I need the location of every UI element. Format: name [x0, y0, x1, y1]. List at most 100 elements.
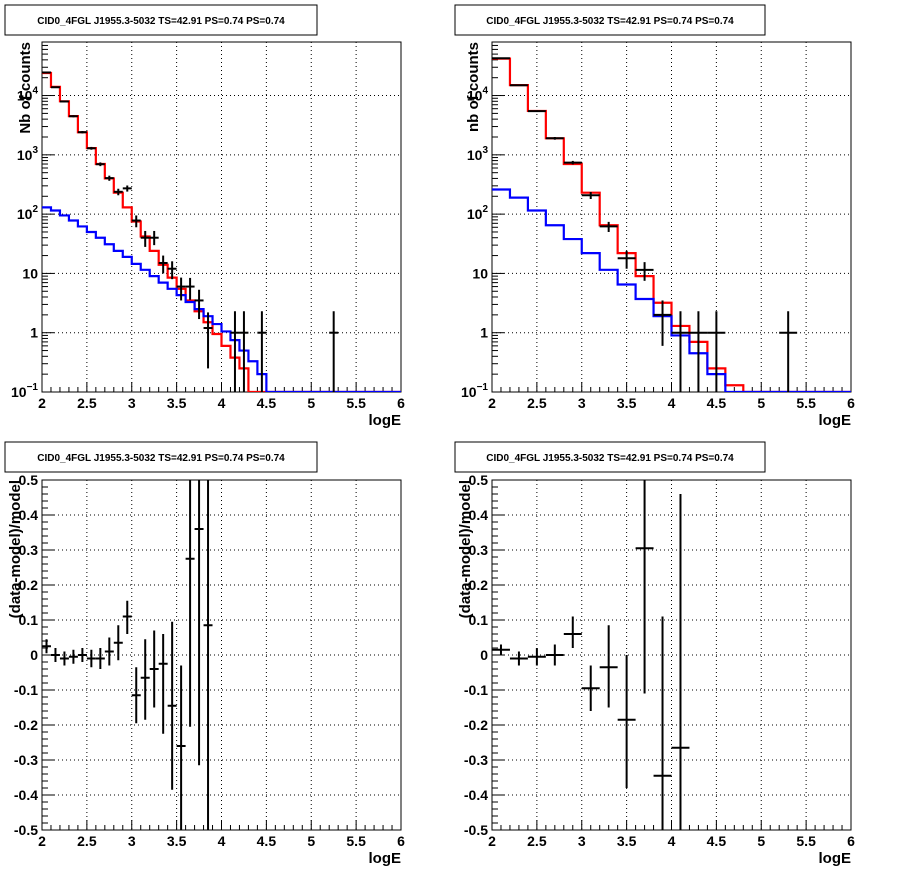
data-point [492, 644, 510, 655]
data-point [42, 71, 51, 74]
y-axis-title: nb of counts [465, 42, 482, 132]
data-point [230, 311, 240, 392]
y-tick-label: 102 [467, 204, 489, 222]
plot-area [492, 480, 690, 830]
data-point [581, 192, 600, 199]
y-tick-label: 102 [17, 204, 39, 222]
data-point [158, 634, 168, 734]
data-point [86, 146, 96, 150]
y-tick-label: -0.1 [14, 682, 38, 698]
y-tick-label: 104 [17, 86, 39, 104]
x-tick-label: 3.5 [167, 833, 187, 849]
data-point [527, 110, 546, 113]
data-point [140, 230, 150, 247]
y-tick-label: 0.2 [469, 577, 489, 593]
data-point [59, 100, 69, 103]
data-point [563, 160, 582, 165]
plot-area [42, 71, 401, 392]
x-tick-label: 2.5 [527, 395, 547, 411]
data-point [545, 644, 564, 666]
x-tick-label: 2.5 [77, 395, 97, 411]
data-point [122, 185, 132, 192]
data-point [617, 250, 636, 269]
x-tick-label: 2 [38, 833, 46, 849]
data-point [779, 311, 798, 392]
y-tick-label: 104 [467, 86, 489, 104]
data-point [635, 480, 654, 694]
data-point [113, 188, 123, 196]
y-tick-label: 10 [472, 265, 488, 281]
title-box [4, 441, 318, 473]
y-tick-label: 0 [480, 647, 488, 663]
x-tick-label: 2 [488, 395, 496, 411]
y-tick-label: 1 [30, 325, 38, 341]
x-tick-label: 6 [397, 395, 405, 411]
data-point [671, 311, 690, 392]
y-tick-label: 0.1 [469, 612, 489, 628]
x-tick-label: 4 [218, 833, 226, 849]
x-axis-title: logE [369, 412, 402, 429]
y-tick-label: -0.1 [464, 682, 488, 698]
y-tick-label: -0.2 [14, 717, 38, 733]
title-box [4, 4, 318, 36]
data-point [167, 261, 177, 280]
y-tick-label: 10−1 [461, 382, 488, 400]
data-point [50, 86, 60, 89]
data-point [689, 311, 708, 392]
title-box [454, 441, 766, 473]
x-tick-label: 4 [668, 833, 676, 849]
y-tick-label: -0.4 [464, 787, 488, 803]
x-tick-label: 3.5 [617, 395, 637, 411]
y-axis-title: Nb of counts [17, 42, 34, 134]
x-tick-label: 4 [218, 395, 226, 411]
x-tick-label: 4.5 [707, 395, 727, 411]
data-point [194, 480, 204, 766]
chart-title: CID0_4FGL J1955.3-5032 TS=42.91 PS=0.74 … [486, 16, 734, 27]
y-tick-label: 0.4 [469, 507, 489, 523]
x-tick-label: 3.5 [617, 833, 637, 849]
y-tick-label: 10 [22, 265, 38, 281]
chart-title: CID0_4FGL J1955.3-5032 TS=42.91 PS=0.74 … [37, 453, 285, 464]
data-point [113, 625, 123, 661]
y-tick-label: 0.5 [19, 472, 39, 488]
data-point [653, 616, 672, 830]
y-tick-label: -0.5 [464, 822, 488, 838]
data-point [131, 215, 141, 228]
data-point [239, 311, 249, 392]
plot-area [42, 480, 213, 830]
chart-panel-4: CID0_4FGL J1955.3-5032 TS=42.91 PS=0.74 … [454, 441, 855, 867]
data-point [329, 311, 339, 392]
data-point [185, 480, 195, 727]
data-point [671, 494, 690, 830]
y-axis-title: (data-model)/model [457, 480, 474, 618]
x-axis-title: logE [819, 412, 852, 429]
x-tick-label: 5.5 [796, 395, 816, 411]
y-axis-title: (data-model)/model [7, 480, 24, 618]
data-point [122, 600, 132, 634]
y-tick-label: -0.2 [464, 717, 488, 733]
data-point [492, 57, 510, 60]
data-point [95, 648, 105, 669]
x-tick-label: 3 [128, 833, 136, 849]
x-tick-label: 2 [488, 833, 496, 849]
x-tick-label: 5.5 [346, 395, 366, 411]
data-point [50, 648, 60, 662]
data-point [581, 665, 600, 711]
x-tick-label: 6 [847, 395, 855, 411]
background-histogram [42, 206, 401, 392]
data-point [509, 84, 528, 87]
plot-area [492, 57, 851, 392]
y-tick-label: 103 [17, 145, 39, 163]
x-tick-label: 2 [38, 395, 46, 411]
chart-title: CID0_4FGL J1955.3-5032 TS=42.91 PS=0.74 … [486, 453, 734, 464]
data-point [599, 221, 618, 232]
x-tick-label: 3 [128, 395, 136, 411]
data-point [140, 639, 150, 720]
chart-panel-3: CID0_4FGL J1955.3-5032 TS=42.91 PS=0.74 … [4, 441, 405, 867]
y-tick-label: -0.4 [14, 787, 38, 803]
x-tick-label: 2.5 [77, 833, 97, 849]
x-tick-label: 4.5 [707, 833, 727, 849]
data-point [563, 616, 582, 648]
x-tick-label: 5 [757, 395, 765, 411]
x-tick-label: 4.5 [257, 833, 277, 849]
